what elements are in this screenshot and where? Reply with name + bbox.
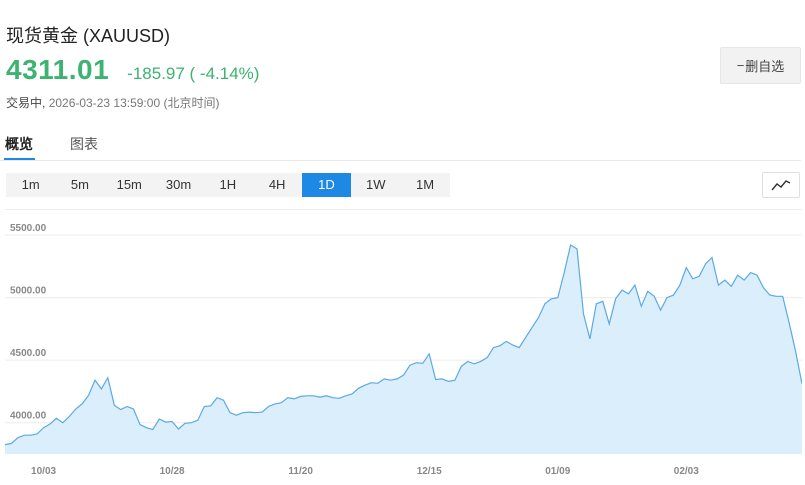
last-price: 4311.01 xyxy=(6,54,110,85)
y-tick-label: 4000.00 xyxy=(10,411,47,422)
period-5m[interactable]: 5m xyxy=(70,177,89,192)
x-tick-label: 11/20 xyxy=(288,466,313,477)
instrument-title: 现货黄金 (XAUUSD) xyxy=(6,26,171,46)
y-tick-label: 5500.00 xyxy=(10,223,47,234)
minus-icon: − xyxy=(736,58,745,73)
price-chart[interactable]: 4000.00 4500.00 5000.00 5500.00 10/03 10/28 11… xyxy=(5,209,802,485)
price-row: 4311.01 -185.97 ( -4.14%) xyxy=(6,54,259,86)
active-tab-indicator xyxy=(4,158,35,160)
x-tick-label: 01/09 xyxy=(545,466,570,477)
period-1d[interactable]: 1D xyxy=(301,173,352,197)
price-area xyxy=(5,245,802,454)
period-1h[interactable]: 1H xyxy=(219,177,237,192)
x-tick-label: 02/03 xyxy=(674,466,699,477)
remove-watchlist-label: 删自选 xyxy=(745,59,785,74)
y-tick-label: 4500.00 xyxy=(10,348,47,359)
period-30m[interactable]: 30m xyxy=(165,177,192,192)
tab-bar: 概览 图表 xyxy=(0,126,801,161)
period-1w[interactable]: 1W xyxy=(365,177,386,192)
trading-status: 交易中, 2026-03-23 13:59:00 (北京时间) xyxy=(6,94,219,111)
x-tick-label: 12/15 xyxy=(417,466,442,477)
status-text: 交易中, xyxy=(6,96,46,110)
chart-type-button[interactable] xyxy=(762,172,800,198)
period-15m[interactable]: 15m xyxy=(116,177,142,192)
tab-overview[interactable]: 概览 xyxy=(5,136,33,152)
period-4h[interactable]: 4H xyxy=(268,177,286,192)
y-tick-label: 5000.00 xyxy=(10,286,47,297)
line-chart-icon xyxy=(771,180,791,191)
status-timestamp: 2026-03-23 13:59:00 (北京时间) xyxy=(48,96,220,110)
tab-chart[interactable]: 图表 xyxy=(70,136,98,152)
period-1mo[interactable]: 1M xyxy=(415,177,435,192)
x-tick-label: 10/03 xyxy=(31,466,56,477)
x-tick-label: 10/28 xyxy=(160,466,185,477)
price-change: -185.97 ( -4.14%) xyxy=(127,64,260,83)
period-selector: 1m 5m 15m 30m 1H 4H 1D 1W 1M xyxy=(6,173,450,197)
remove-watchlist-button[interactable]: − 删自选 xyxy=(720,47,801,84)
period-1m[interactable]: 1m xyxy=(21,177,40,192)
price-chart-svg: 4000.00 4500.00 5000.00 5500.00 10/03 10/28 11… xyxy=(5,223,802,477)
price-line xyxy=(5,244,802,446)
